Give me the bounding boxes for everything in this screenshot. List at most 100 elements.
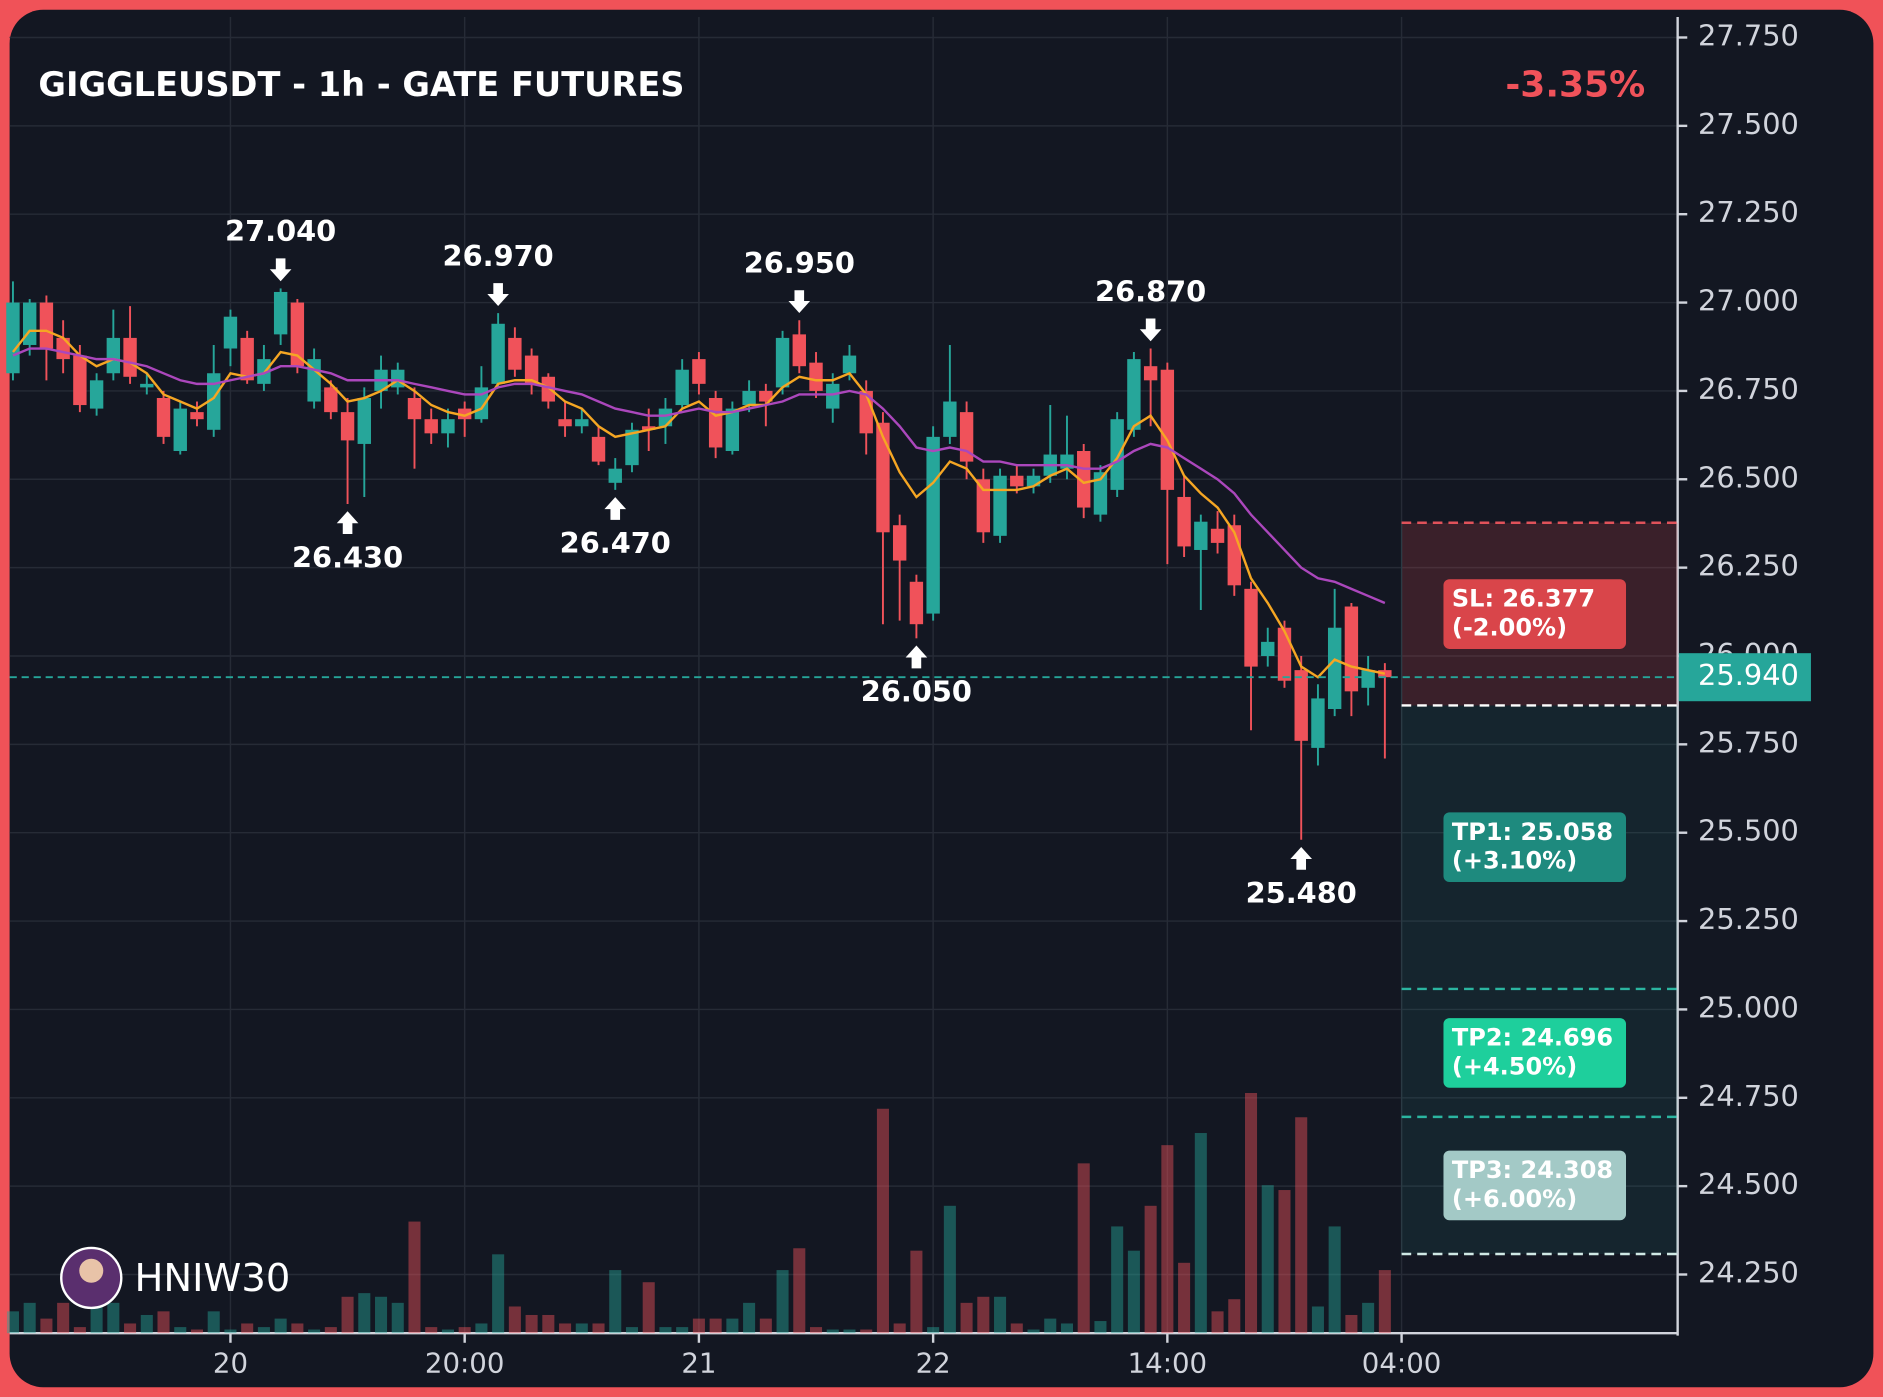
candle-body bbox=[842, 355, 857, 374]
volume-bar bbox=[1278, 1190, 1291, 1334]
volume-bar bbox=[676, 1327, 689, 1334]
extreme-arrow bbox=[487, 283, 509, 306]
volume-bar bbox=[1295, 1117, 1308, 1334]
candle-body bbox=[1244, 588, 1258, 667]
volume-bar bbox=[1244, 1092, 1258, 1334]
candle-body bbox=[725, 408, 740, 452]
candle-body bbox=[173, 408, 187, 452]
volume-bar bbox=[1328, 1226, 1341, 1334]
volume-bar bbox=[257, 1327, 270, 1334]
x-tick-label: 22 bbox=[916, 1346, 951, 1379]
candle-body bbox=[1026, 475, 1041, 487]
volume-bar bbox=[1228, 1299, 1241, 1334]
candle-body bbox=[692, 359, 706, 384]
candle-body bbox=[826, 383, 840, 409]
candle-body bbox=[223, 316, 238, 349]
ma-line bbox=[12, 347, 1386, 605]
volume-bar bbox=[1094, 1321, 1107, 1334]
candle-body bbox=[1277, 627, 1292, 681]
volume-bar bbox=[575, 1323, 588, 1334]
candle-body bbox=[792, 334, 806, 367]
candle-body bbox=[892, 525, 907, 561]
volume-bar bbox=[1362, 1302, 1375, 1334]
volume-bar bbox=[391, 1302, 404, 1334]
volume-bar bbox=[977, 1296, 990, 1334]
x-tick-label: 21 bbox=[681, 1346, 716, 1379]
extreme-label: 26.430 bbox=[292, 540, 403, 574]
volume-bar bbox=[140, 1314, 153, 1334]
volume-bar bbox=[174, 1327, 187, 1334]
volume-bar bbox=[73, 1327, 86, 1334]
candle-body bbox=[541, 376, 556, 402]
volume-bar bbox=[1345, 1314, 1358, 1334]
volume-bar bbox=[809, 1327, 823, 1334]
volume-bar bbox=[843, 1329, 856, 1334]
volume-bar bbox=[793, 1248, 806, 1334]
candle-body bbox=[926, 436, 940, 614]
volume-bar bbox=[1027, 1329, 1040, 1334]
x-tick-label: 14:00 bbox=[1128, 1346, 1208, 1379]
grid bbox=[9, 16, 1688, 1343]
extreme-label: 26.870 bbox=[1095, 274, 1206, 308]
volume-bar bbox=[441, 1329, 454, 1334]
volume-bar bbox=[291, 1323, 304, 1334]
level-box bbox=[1443, 579, 1627, 649]
x-tick-label: 20 bbox=[213, 1346, 248, 1379]
level-label: TP3: 24.308 bbox=[1452, 1156, 1613, 1184]
candle-body bbox=[876, 422, 890, 533]
candle-body bbox=[1093, 472, 1108, 515]
level-note: (+6.00%) bbox=[1452, 1185, 1577, 1213]
candle-body bbox=[1327, 627, 1342, 710]
extreme-arrow bbox=[336, 511, 359, 535]
y-tick-label: 27.000 bbox=[1698, 284, 1799, 318]
volume-bar bbox=[57, 1302, 70, 1334]
panel bbox=[9, 9, 1874, 1388]
extreme-arrow bbox=[905, 645, 928, 669]
y-tick-label: 25.000 bbox=[1698, 990, 1799, 1024]
extreme-label: 26.470 bbox=[560, 526, 671, 560]
volume-bar bbox=[1178, 1262, 1191, 1334]
extreme-arrow bbox=[269, 258, 292, 282]
last-price-box bbox=[1678, 653, 1811, 702]
volume-bar bbox=[425, 1327, 438, 1334]
candle-body bbox=[140, 383, 154, 388]
volume-bar bbox=[776, 1270, 789, 1334]
level-box bbox=[1443, 1018, 1627, 1088]
volume-bar bbox=[475, 1323, 488, 1334]
volume-bar bbox=[592, 1323, 605, 1334]
volume-bar bbox=[190, 1329, 204, 1334]
ma-line bbox=[12, 329, 1386, 679]
volume-bar bbox=[358, 1293, 371, 1334]
volume-bar bbox=[860, 1329, 873, 1334]
y-tick-label: 25.250 bbox=[1698, 902, 1799, 936]
y-tick-label: 27.500 bbox=[1698, 107, 1799, 141]
candle-body bbox=[591, 436, 606, 462]
candle-body bbox=[976, 479, 991, 533]
volume-bar bbox=[709, 1318, 722, 1334]
candle-body bbox=[1127, 359, 1141, 430]
volume-bar bbox=[994, 1296, 1007, 1334]
volume-bar bbox=[1010, 1323, 1023, 1334]
y-tick-label: 27.750 bbox=[1698, 18, 1799, 52]
candle-body bbox=[273, 291, 288, 335]
volume-bar bbox=[642, 1282, 655, 1334]
extreme-arrow bbox=[1290, 846, 1313, 870]
volume-bar bbox=[743, 1302, 756, 1334]
candle-body bbox=[89, 380, 104, 409]
volume-bar bbox=[1077, 1163, 1090, 1334]
volume-bar bbox=[726, 1318, 739, 1334]
y-tick-label: 24.500 bbox=[1698, 1167, 1799, 1201]
avatar-face bbox=[79, 1258, 104, 1283]
extreme-label: 26.050 bbox=[861, 675, 972, 709]
candle-body bbox=[1110, 419, 1124, 490]
candle-body bbox=[524, 355, 539, 384]
extreme-label: 26.970 bbox=[443, 239, 554, 273]
candle-body bbox=[190, 412, 204, 420]
volume-bar bbox=[893, 1323, 906, 1334]
y-tick-label: 24.250 bbox=[1698, 1256, 1799, 1290]
candle-body bbox=[407, 397, 422, 420]
candle-body bbox=[391, 369, 405, 388]
volume-bar bbox=[659, 1327, 672, 1334]
volume-bar bbox=[542, 1314, 555, 1334]
candle-body bbox=[1210, 528, 1225, 543]
